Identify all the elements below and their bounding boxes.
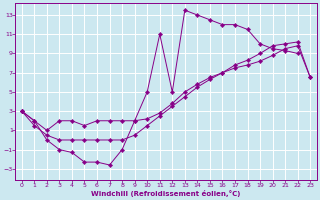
X-axis label: Windchill (Refroidissement éolien,°C): Windchill (Refroidissement éolien,°C)	[91, 190, 241, 197]
